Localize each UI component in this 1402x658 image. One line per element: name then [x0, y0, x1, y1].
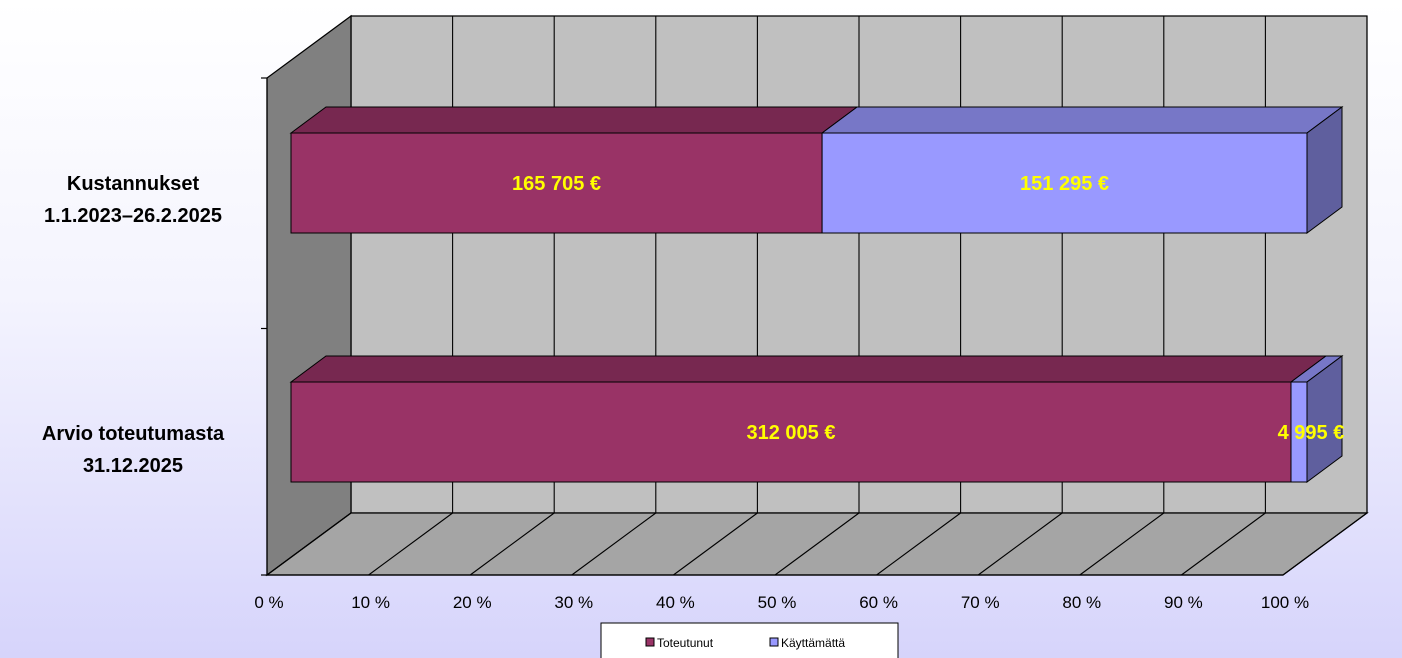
x-tick-labels: 0 % 10 % 20 % 30 % 40 % 50 % 60 % 70 % 80 % 90 % 1…	[254, 593, 1309, 612]
x-tick-label: 70 %	[961, 593, 1000, 612]
bar-toteutunut	[290, 132, 823, 234]
x-tick-label: 60 %	[859, 593, 898, 612]
legend-label: Toteutunut	[657, 636, 714, 650]
category-label: Arvio toteutumasta 31.12.2025	[42, 423, 225, 477]
category-label-line: Kustannukset	[67, 173, 200, 195]
floor-gridline	[1181, 512, 1266, 576]
x-tick-label: 20 %	[453, 593, 492, 612]
legend-label: Käyttämättä	[781, 636, 845, 650]
floor-gridline	[266, 512, 352, 576]
bar-top-toteutunut	[289, 106, 859, 134]
category-labels: Kustannukset 1.1.2023–26.2.2025 Arvio tote…	[42, 173, 225, 477]
floor-gridline	[774, 512, 860, 576]
bar-side	[1306, 106, 1343, 234]
category-label-line: 31.12.2025	[83, 455, 183, 477]
x-tick-label: 0 %	[254, 593, 283, 612]
bar-top-toteutunut	[289, 355, 1328, 383]
legend-swatch	[645, 637, 655, 647]
side-wall	[266, 14, 352, 577]
category-label-line: 1.1.2023–26.2.2025	[44, 205, 222, 227]
data-label: 165 705 €	[512, 173, 601, 195]
floor-gridline	[1282, 512, 1368, 576]
x-tick-label: 90 %	[1164, 593, 1203, 612]
legend: Toteutunut Käyttämättä	[600, 622, 899, 658]
x-tick-label: 50 %	[758, 593, 797, 612]
bar-toteutunut	[290, 381, 1292, 483]
bar-käyttämättä	[821, 132, 1308, 234]
bar-top-käyttämättä	[820, 106, 1344, 134]
floor-gridline	[1079, 512, 1165, 576]
legend-swatch	[769, 637, 779, 647]
x-tick-label: 80 %	[1062, 593, 1101, 612]
data-label: 312 005 €	[747, 422, 836, 444]
bar-side	[1306, 355, 1343, 483]
floor-gridline	[368, 512, 453, 576]
floor-gridline	[469, 512, 555, 576]
x-tick-label: 30 %	[554, 593, 593, 612]
x-tick-label: 40 %	[656, 593, 695, 612]
bars	[289, 106, 1344, 483]
category-label: Kustannukset 1.1.2023–26.2.2025	[44, 173, 222, 227]
axes	[261, 77, 1283, 576]
floor-gridline	[673, 512, 758, 576]
category-label-line: Arvio toteutumasta	[42, 423, 225, 445]
data-labels: 165 705 € 151 295 € 312 005 € 4 995 €	[512, 173, 1344, 444]
data-label: 4 995 €	[1278, 422, 1345, 444]
floor-gridline	[571, 512, 657, 576]
x-tick-label: 100 %	[1261, 593, 1309, 612]
floor-gridline	[876, 512, 961, 576]
floor-gridline	[977, 512, 1063, 576]
plot-walls	[265, 14, 1369, 577]
data-label: 151 295 €	[1020, 173, 1109, 195]
x-tick-label: 10 %	[351, 593, 390, 612]
